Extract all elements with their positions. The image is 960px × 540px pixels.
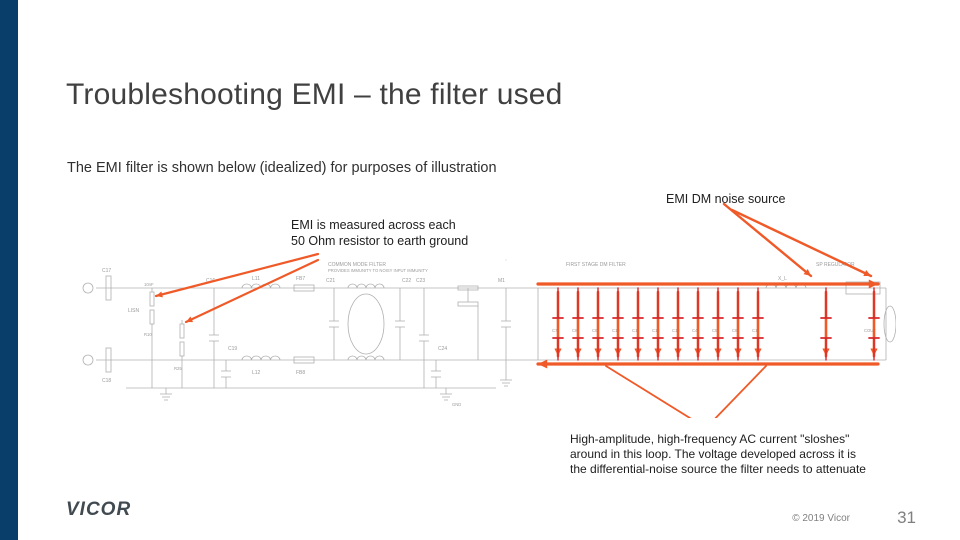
page-number: 31 [897, 508, 916, 528]
annotation-overlay [66, 188, 896, 418]
svg-text:VICOR: VICOR [66, 499, 131, 520]
caption-l1: High-amplitude, high-frequency AC curren… [570, 432, 910, 447]
slide-accent-bar [0, 0, 18, 540]
slide-title: Troubleshooting EMI – the filter used [66, 78, 563, 112]
vicor-logo: VICOR [66, 497, 166, 526]
caption-l2: around in this loop. The voltage develop… [570, 447, 910, 462]
slide-subtitle: The EMI filter is shown below (idealized… [67, 160, 497, 176]
schematic-diagram: C17C18LISN10nFR10R25C16C19L11L12FB7FB8CO… [66, 188, 896, 418]
caption-l3: the differential-noise source the filter… [570, 462, 910, 477]
bottom-caption: High-amplitude, high-frequency AC curren… [570, 432, 910, 477]
copyright-text: © 2019 Vicor [792, 513, 850, 524]
